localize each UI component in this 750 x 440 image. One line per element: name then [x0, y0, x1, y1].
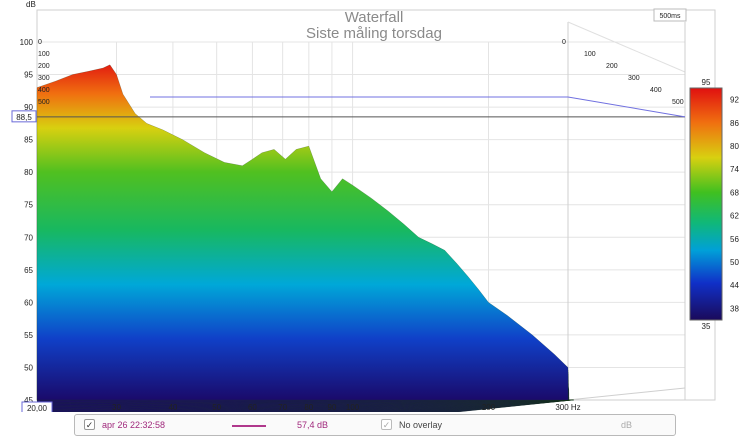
measurement-checkbox[interactable]: ✓	[84, 419, 95, 430]
x-tick-label: 80	[304, 403, 313, 412]
time-tick-right: 100	[584, 51, 596, 58]
x-tick-label: 200	[482, 403, 496, 412]
time-tick-right: 0	[562, 39, 566, 46]
colorbar-tick: 38	[730, 304, 739, 313]
units-label: dB	[621, 420, 633, 430]
axes: 100 95 90 85 80 75 70 65 60 55 50 45 30 40 50 60 70 80 90 1…	[11, 38, 686, 412]
x-tick-label: 70	[278, 403, 287, 412]
y-unit-label: dB	[26, 0, 36, 9]
colorbar-tick: 44	[730, 281, 739, 290]
y-tick-label: 50	[24, 363, 33, 372]
time-tick-right: 200	[606, 63, 618, 70]
y-tick-label: 85	[24, 136, 33, 145]
colorbar-tick: 56	[730, 235, 739, 244]
cursor-y-box	[11, 110, 37, 123]
y-tick-label: 65	[24, 266, 33, 275]
colorbar-tick: 92	[730, 96, 739, 105]
chart-subtitle: Siste måling torsdag	[306, 25, 442, 42]
colorbar-tick: 86	[730, 119, 739, 128]
colorbar-max: 95	[702, 78, 711, 87]
time-tick-left: 300	[38, 75, 50, 82]
time-tick-left: 500	[38, 99, 50, 106]
colorbar-tick: 74	[730, 165, 739, 174]
measurement-level: 57,4 dB	[297, 420, 329, 430]
overlay-checkbox[interactable]: ✓	[381, 419, 392, 430]
x-tick-label: 90	[327, 403, 336, 412]
y-tick-label: 90	[24, 103, 33, 112]
x-tick-label: 30	[112, 403, 121, 412]
trace-color-swatch	[232, 425, 266, 427]
time-tick-left: 100	[38, 51, 50, 58]
x-tick-label: 40	[168, 403, 177, 412]
x-tick-label: 300 Hz	[555, 403, 580, 412]
colorbar-tick: 80	[730, 142, 739, 151]
time-tick-left: 400	[38, 87, 50, 94]
color-scale: 95 35 92 86 80 74 68 62 56 50 44 38	[689, 78, 739, 331]
y-tick-label: 75	[24, 201, 33, 210]
time-window-box[interactable]: 500ms	[653, 8, 687, 22]
time-tick-right: 500	[672, 99, 684, 106]
colorbar-min: 35	[702, 322, 711, 331]
time-tick-right: 400	[650, 87, 662, 94]
colorbar-tick: 62	[730, 212, 739, 221]
y-tick-label: 60	[24, 298, 33, 307]
y-tick-label: 80	[24, 168, 33, 177]
measurement-legend-bar: ✓ apr 26 22:32:58 57,4 dB ✓ No overlay d…	[74, 414, 676, 436]
waterfall-chart[interactable]: 100 95 90 85 80 75 70 65 60 55 50 45 30 40 50 60 70 80 90 1…	[0, 0, 750, 412]
measurement-name[interactable]: apr 26 22:32:58	[102, 420, 166, 430]
waterfall-surface	[36, 64, 574, 412]
cursor-x-box	[21, 401, 53, 412]
colorbar-tick: 68	[730, 188, 739, 197]
time-tick-right: 300	[628, 75, 640, 82]
y-tick-label: 55	[24, 331, 33, 340]
y-tick-label: 70	[24, 233, 33, 242]
x-tick-label: 100	[346, 403, 360, 412]
time-tick-left: 0	[38, 39, 42, 46]
time-window-label: 500ms	[659, 13, 681, 20]
colorbar-tick: 50	[730, 258, 739, 267]
x-tick-label: 50	[212, 403, 221, 412]
chart-title: Waterfall	[345, 9, 404, 26]
cursor-x-label: 20,00	[27, 404, 48, 412]
y-tick-label: 45	[24, 396, 33, 405]
waterfall-slice	[36, 64, 569, 401]
cursor-y-label: 88,5	[16, 113, 32, 122]
time-tick-left: 200	[38, 63, 50, 70]
y-tick-label: 95	[24, 71, 33, 80]
x-tick-label: 60	[248, 403, 257, 412]
y-tick-label: 100	[20, 38, 34, 47]
overlay-selector[interactable]: No overlay	[399, 420, 443, 430]
cursor-line-back	[150, 96, 686, 118]
